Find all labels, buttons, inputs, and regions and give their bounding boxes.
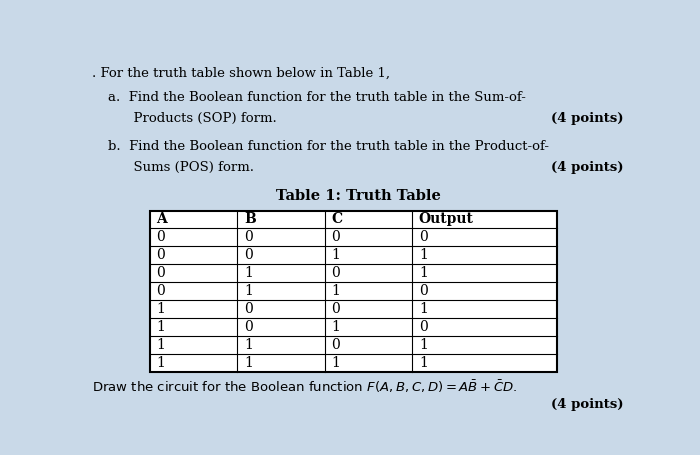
Text: 0: 0 xyxy=(244,302,253,316)
Text: Draw the circuit for the Boolean function $F(A,B,C,D) = A\bar{B} + \bar{C}D.$: Draw the circuit for the Boolean functio… xyxy=(92,379,517,395)
Text: Table 1: Truth Table: Table 1: Truth Table xyxy=(276,189,441,203)
Text: 1: 1 xyxy=(331,284,340,298)
Text: (4 points): (4 points) xyxy=(551,112,624,126)
Text: Sums (POS) form.: Sums (POS) form. xyxy=(108,161,254,174)
Text: 0: 0 xyxy=(156,266,165,280)
Text: 1: 1 xyxy=(331,248,340,262)
Text: 0: 0 xyxy=(331,266,340,280)
Text: . For the truth table shown below in Table 1,: . For the truth table shown below in Tab… xyxy=(92,67,390,80)
Text: 1: 1 xyxy=(156,302,165,316)
Text: 0: 0 xyxy=(156,284,165,298)
Text: 0: 0 xyxy=(156,248,165,262)
Text: 1: 1 xyxy=(419,302,428,316)
Text: 0: 0 xyxy=(331,302,340,316)
Text: 1: 1 xyxy=(331,320,340,334)
Text: 0: 0 xyxy=(419,320,428,334)
Text: a.  Find the Boolean function for the truth table in the Sum-of-: a. Find the Boolean function for the tru… xyxy=(108,91,526,104)
Text: 1: 1 xyxy=(419,356,428,370)
Text: 0: 0 xyxy=(419,284,428,298)
Text: 1: 1 xyxy=(244,284,253,298)
Text: 1: 1 xyxy=(156,320,165,334)
Text: 0: 0 xyxy=(156,230,165,244)
Text: Output: Output xyxy=(419,212,474,227)
Text: 1: 1 xyxy=(419,266,428,280)
Text: 1: 1 xyxy=(331,356,340,370)
Text: 0: 0 xyxy=(331,338,340,352)
Text: B: B xyxy=(244,212,256,227)
Text: 1: 1 xyxy=(156,356,165,370)
Text: 0: 0 xyxy=(331,230,340,244)
Text: C: C xyxy=(331,212,342,227)
Text: 0: 0 xyxy=(419,230,428,244)
Text: 1: 1 xyxy=(419,338,428,352)
Text: A: A xyxy=(156,212,167,227)
Text: (4 points): (4 points) xyxy=(551,161,624,174)
Text: 1: 1 xyxy=(156,338,165,352)
Text: 1: 1 xyxy=(244,266,253,280)
Text: 0: 0 xyxy=(244,248,253,262)
Text: 1: 1 xyxy=(419,248,428,262)
Text: b.  Find the Boolean function for the truth table in the Product-of-: b. Find the Boolean function for the tru… xyxy=(108,140,549,153)
Text: Products (SOP) form.: Products (SOP) form. xyxy=(108,112,277,126)
Text: (4 points): (4 points) xyxy=(551,398,624,411)
Text: 0: 0 xyxy=(244,320,253,334)
Text: 1: 1 xyxy=(244,338,253,352)
Text: 1: 1 xyxy=(244,356,253,370)
Text: 0: 0 xyxy=(244,230,253,244)
